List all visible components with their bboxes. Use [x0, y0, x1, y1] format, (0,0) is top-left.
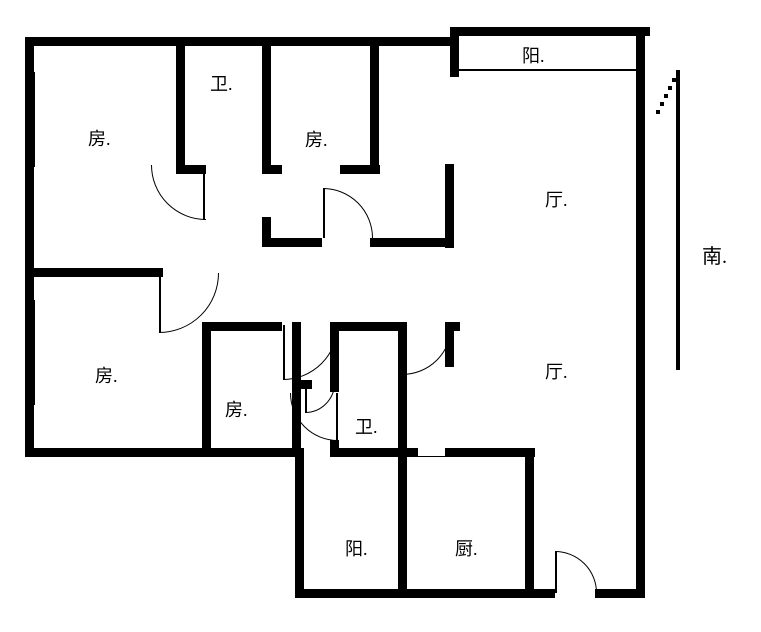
door-arc-4 — [402, 325, 452, 375]
wall-7 — [636, 27, 645, 598]
thin-3 — [405, 456, 407, 521]
door-arc-0 — [151, 165, 206, 220]
label-hall-lower: 厅. — [545, 358, 568, 384]
door-arc-1 — [323, 188, 373, 238]
window-mark-4 — [50, 450, 140, 452]
wall-34 — [445, 448, 535, 457]
compass-head-3 — [664, 94, 668, 98]
label-wc-bottom: 卫. — [355, 413, 378, 439]
door-arc-2 — [159, 273, 219, 333]
door-arc-6 — [555, 551, 597, 593]
label-balcony-bottom: 阳. — [345, 535, 368, 561]
window-mark-9 — [325, 596, 390, 598]
floorplan-canvas: 房. 房. 卫. 阳. 厅. 厅. 房. 房. 卫. 阳. 厨. 南. — [0, 0, 761, 632]
wall-20 — [25, 268, 163, 277]
thin-1 — [405, 520, 407, 590]
label-room-bottom-left: 房. — [95, 362, 118, 388]
compass-head-1 — [672, 78, 676, 82]
label-room-bottom-mid: 房. — [225, 396, 248, 422]
wall-18 — [370, 37, 379, 172]
wall-21 — [202, 322, 211, 455]
label-hall-upper: 厅. — [545, 186, 568, 212]
compass-head-4 — [660, 102, 664, 106]
window-mark-10 — [480, 29, 560, 31]
label-room-top-mid: 房. — [305, 126, 328, 152]
wall-12 — [262, 37, 271, 172]
door-arc-7 — [305, 383, 335, 413]
label-wc-top: 卫. — [210, 70, 233, 96]
thin-0 — [450, 69, 636, 71]
window-mark-5 — [50, 455, 140, 457]
window-mark-0 — [33, 72, 35, 167]
compass-head-5 — [656, 110, 660, 114]
window-mark-3 — [27, 300, 29, 405]
label-balcony-top: 阳. — [522, 42, 545, 68]
window-mark-8 — [325, 591, 390, 593]
window-mark-1 — [27, 72, 29, 167]
compass-head-2 — [668, 86, 672, 90]
window-mark-7 — [170, 455, 260, 457]
label-kitchen: 厨. — [455, 535, 478, 561]
window-mark-6 — [170, 450, 260, 452]
compass-shaft — [676, 70, 680, 370]
wall-15 — [262, 238, 322, 247]
label-room-top-left: 房. — [88, 125, 111, 151]
wall-4 — [295, 448, 304, 598]
wall-29 — [330, 448, 408, 457]
window-mark-11 — [480, 34, 560, 36]
thin-2 — [407, 456, 447, 457]
door-arc-3 — [283, 325, 338, 380]
wall-16 — [370, 238, 450, 247]
window-mark-2 — [33, 300, 35, 405]
wall-17 — [445, 164, 454, 248]
wall-13 — [262, 165, 282, 174]
wall-10 — [176, 37, 185, 172]
wall-25 — [330, 322, 405, 331]
wall-19 — [340, 165, 380, 174]
wall-33 — [525, 448, 534, 593]
wall-0 — [25, 37, 450, 46]
compass-head-0 — [676, 70, 680, 74]
label-compass-south: 南. — [702, 240, 727, 269]
